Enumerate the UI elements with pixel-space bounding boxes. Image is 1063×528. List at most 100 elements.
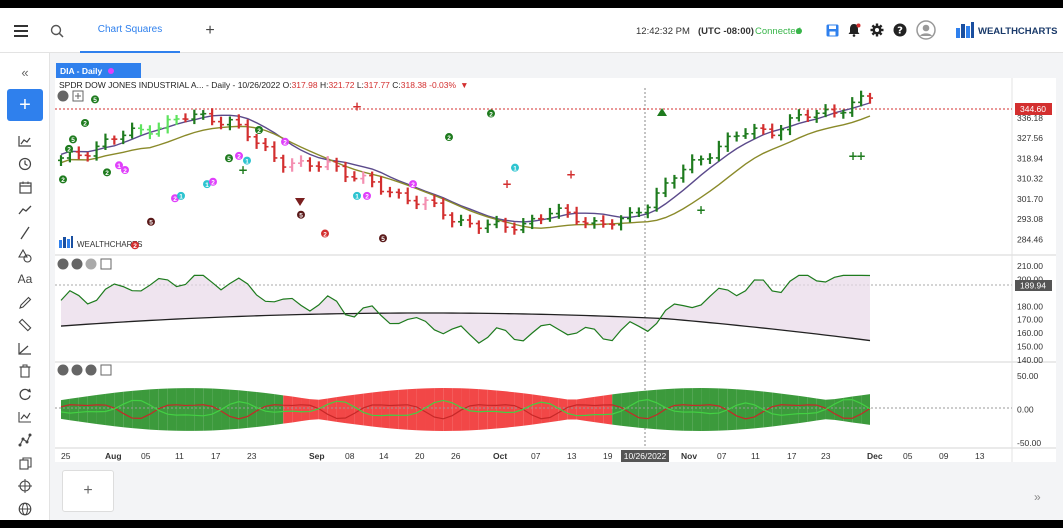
text-tool-icon[interactable]: Aa xyxy=(17,272,33,286)
pane-menu-icon[interactable] xyxy=(57,364,69,376)
osc2-cloud-segment xyxy=(683,388,693,431)
signal-badge-icon: 5 xyxy=(91,95,99,104)
left-toolbar: « + Aa xyxy=(0,53,50,520)
angle-tool-icon[interactable] xyxy=(14,338,36,358)
osc2-axis[interactable]: 50.00 0.00 -50.00 xyxy=(1017,371,1041,448)
pane-up-icon[interactable] xyxy=(85,258,97,270)
search-icon[interactable] xyxy=(46,20,68,42)
symbol-tab[interactable]: DIA - Daily xyxy=(56,63,141,78)
osc2-cloud-segment xyxy=(141,389,150,430)
osc2-cloud-segment xyxy=(754,390,764,429)
osc2-tick-label: -50.00 xyxy=(1017,438,1041,448)
high-value: 321.72 xyxy=(328,80,355,90)
trash-icon[interactable] xyxy=(14,361,36,381)
pane-down-icon[interactable] xyxy=(71,364,83,376)
save-icon[interactable] xyxy=(823,21,841,39)
chart-area[interactable]: SPDR DOW JONES INDUSTRIAL A... - Daily -… xyxy=(55,78,1056,462)
copy-icon[interactable] xyxy=(14,453,36,473)
osc2-cloud-segment xyxy=(238,390,248,429)
trend-arrow-icon[interactable] xyxy=(14,200,36,220)
osc2-cloud-segment xyxy=(594,395,604,424)
help-icon[interactable]: ? xyxy=(891,21,909,39)
signal-badge-icon: 5 xyxy=(69,135,77,144)
pane-expand-icon[interactable] xyxy=(100,258,112,270)
signal-badge-icon: 2 xyxy=(255,126,263,135)
price-tick-label: 327.56 xyxy=(1017,133,1043,143)
top-bar: Chart Squares + 12:42:32 PM (UTC -08:00)… xyxy=(0,8,1063,53)
date-axis[interactable]: 25 Aug 05 11 17 23 Sep 08 14 20 26 Oct 07 13 19 Nov 07 11… xyxy=(61,451,985,461)
crosshair-icon[interactable] xyxy=(14,476,36,496)
sell-arrow-icon xyxy=(295,198,305,206)
node-chart-icon[interactable] xyxy=(14,430,36,450)
pane-menu-icon[interactable] xyxy=(57,90,69,102)
pane-up-icon[interactable] xyxy=(85,364,97,376)
ohlc-header: SPDR DOW JONES INDUSTRIAL A... - Daily -… xyxy=(59,80,469,90)
refresh-icon[interactable] xyxy=(14,384,36,404)
osc2-cloud-segment xyxy=(709,388,719,431)
svg-text:2: 2 xyxy=(237,154,241,161)
signal-badge-icon: 2 xyxy=(59,175,67,184)
osc2-cloud-segment xyxy=(452,388,462,431)
pane-tools-osc2[interactable] xyxy=(57,364,112,376)
osc2-cloud-segment xyxy=(772,392,782,427)
osc2-cloud-segment xyxy=(398,389,408,430)
pane-expand-icon[interactable] xyxy=(100,364,112,376)
osc1-value-label: 189.94 xyxy=(1020,281,1046,291)
signal-badge-icon: 5 xyxy=(225,154,233,163)
signal-badge-icon: 5 xyxy=(297,210,305,220)
line-tool-icon[interactable] xyxy=(14,223,36,243)
plus-marker-icon: + xyxy=(848,149,858,163)
osc2-cloud-segment xyxy=(229,389,239,430)
price-axis[interactable]: 336.18 327.56 318.94 310.32 301.70 293.08 284.… xyxy=(1017,113,1043,245)
osc2-cloud-segment xyxy=(176,388,186,431)
add-drawing-button[interactable]: + xyxy=(7,89,43,121)
signal-badge-icon: 2 xyxy=(487,109,495,118)
pane-expand-icon[interactable] xyxy=(72,90,84,102)
osc2-cloud-segment xyxy=(221,388,230,431)
shapes-icon[interactable] xyxy=(14,246,36,266)
pane-tools-osc1[interactable] xyxy=(57,258,112,270)
svg-text:1: 1 xyxy=(513,165,517,172)
brand-name: WEALTHCHARTS xyxy=(978,25,1058,37)
osc2-cloud-segment xyxy=(123,390,133,429)
alerts-icon[interactable] xyxy=(845,21,863,39)
signal-badge-icon: 2 xyxy=(121,166,129,175)
wealthcharts-logo-icon xyxy=(955,21,975,39)
signal-badge-icon: 2 xyxy=(363,191,371,201)
signal-badge-icon: 2 xyxy=(103,168,111,177)
calendar-icon[interactable] xyxy=(14,177,36,197)
menu-icon[interactable] xyxy=(10,20,32,42)
tab-chart-squares[interactable]: Chart Squares xyxy=(80,8,180,53)
avatar-icon[interactable] xyxy=(914,18,938,42)
svg-text:2: 2 xyxy=(133,243,137,250)
osc2-cloud-segment xyxy=(87,395,97,424)
ruler-icon[interactable] xyxy=(14,315,36,335)
clock-icon[interactable] xyxy=(14,154,36,174)
settings-gear-icon[interactable] xyxy=(868,21,886,39)
osc2-cloud-segment xyxy=(789,394,799,425)
date-tick-label: 08 xyxy=(345,451,355,461)
osc2-cloud-segment xyxy=(434,388,444,431)
line-chart-icon[interactable] xyxy=(14,407,36,427)
trendline-chart-icon[interactable] xyxy=(14,131,36,151)
svg-text:2: 2 xyxy=(447,135,451,142)
expand-chevron-icon[interactable]: » xyxy=(1034,490,1041,504)
osc2-cloud-segment xyxy=(514,392,524,427)
collapse-chevrons-icon[interactable]: « xyxy=(21,64,29,80)
svg-text:1: 1 xyxy=(205,182,209,189)
osc2-cloud-segment xyxy=(203,388,213,431)
osc2-cloud-segment xyxy=(825,399,835,420)
globe-icon[interactable] xyxy=(14,499,36,519)
add-chart-button[interactable]: + xyxy=(62,470,114,512)
pane-down-icon[interactable] xyxy=(71,258,83,270)
price-tick-label: 310.32 xyxy=(1017,174,1043,184)
add-tab-icon[interactable]: + xyxy=(205,22,215,39)
svg-text:1: 1 xyxy=(245,158,249,165)
pencil-icon[interactable] xyxy=(14,292,36,312)
osc1-axis[interactable]: 210.00 200.00 180.00 170.00 160.00 150.00 140.… xyxy=(1017,261,1043,365)
pane-tools-price[interactable] xyxy=(57,90,84,102)
date-tick-label: 09 xyxy=(939,451,949,461)
pane-menu-icon[interactable] xyxy=(57,258,69,270)
osc2-cloud-segment xyxy=(469,388,479,431)
